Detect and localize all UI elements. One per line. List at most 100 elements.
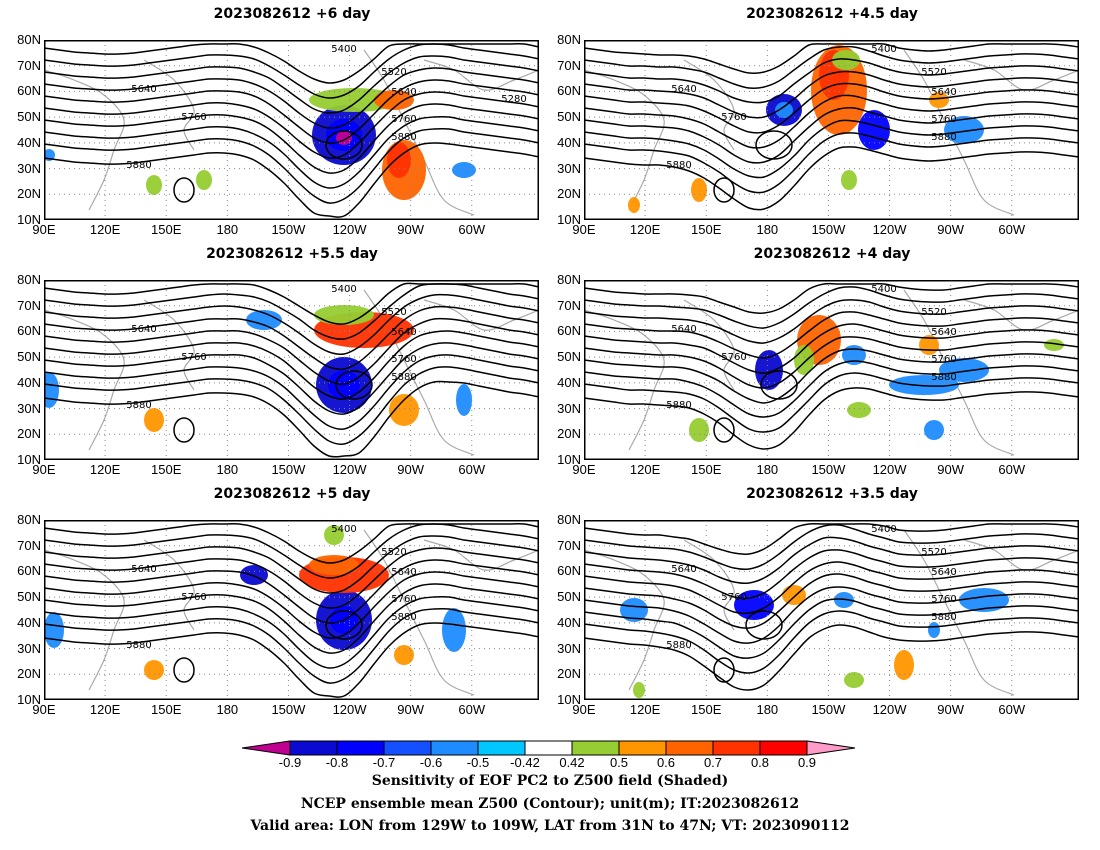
lon-label: 120E: [629, 462, 661, 477]
lat-label: 20N: [557, 186, 581, 202]
contour-line: [584, 146, 1079, 211]
contour-label: 5640: [671, 564, 696, 575]
contour-line: [584, 336, 1079, 389]
lat-label: 30N: [557, 160, 581, 176]
shaded-region: [841, 170, 857, 190]
contour-line: [44, 547, 539, 609]
lat-label: 30N: [557, 640, 581, 656]
footer-line-2: NCEP ensemble mean Z500 (Contour); unit(…: [300, 796, 800, 812]
colorbar-label: -0.9: [278, 755, 302, 770]
contour-line: [44, 317, 539, 385]
gridlines: [44, 520, 539, 700]
contour-label: 5280: [501, 94, 526, 105]
lat-label: 20N: [17, 666, 41, 682]
lat-label: 40N: [557, 374, 581, 390]
contour-label: 5400: [871, 284, 896, 295]
lon-label: 150W: [271, 222, 306, 237]
lat-label: 80N: [557, 272, 581, 287]
lat-label: 60N: [17, 563, 41, 579]
lon-label: 90W: [397, 222, 425, 237]
lat-label: 40N: [17, 614, 41, 630]
lat-label: 50N: [17, 589, 41, 605]
shaded-region: [844, 672, 864, 688]
colorbar-box: [430, 740, 479, 756]
map-panel-2: 5400 5520 5640 5760 5880 5640 5760 5880: [584, 40, 1079, 220]
z500-contours: [44, 43, 539, 218]
lat-label: 10N: [557, 452, 581, 467]
contour-label: 5760: [391, 114, 416, 125]
panel-title-1: 2023082612 +6 day: [213, 6, 371, 22]
colorbar-box: [712, 740, 761, 756]
contour-line: [584, 610, 1079, 674]
contour-label: 5760: [931, 354, 956, 365]
shaded-region: [894, 650, 914, 680]
contour-label: 5520: [381, 547, 406, 558]
panel-title-6: 2023082612 +3.5 day: [746, 486, 918, 502]
contour-label: 5400: [871, 44, 896, 55]
contour-line: [584, 119, 1079, 179]
lon-label: 180: [756, 702, 779, 717]
colorbar-label: -0.6: [419, 755, 443, 770]
closed-contour: [713, 417, 735, 443]
lon-label: 150W: [811, 462, 846, 477]
panel-title-2: 2023082612 +4.5 day: [746, 6, 918, 22]
contour-label: 5640: [931, 87, 956, 98]
footer-line-1: Sensitivity of EOF PC2 to Z500 field (Sh…: [371, 773, 729, 789]
contour-label: 5760: [931, 594, 956, 605]
colorbar-label: -0.5: [466, 755, 490, 770]
contour-label: 5400: [871, 524, 896, 535]
shaded-region: [775, 102, 793, 118]
contour-line: [44, 342, 539, 415]
lat-label: 80N: [17, 272, 41, 287]
contour-line: [44, 607, 539, 684]
lat-label: 70N: [17, 297, 41, 313]
closed-contour: [713, 177, 735, 203]
contour-label: 5880: [666, 640, 691, 651]
lon-label: 90W: [397, 702, 425, 717]
shaded-region: [324, 525, 344, 545]
lat-label: 80N: [17, 32, 41, 47]
contour-line: [584, 598, 1079, 659]
contour-line: [44, 55, 539, 114]
contour-label: 5880: [126, 160, 151, 171]
lon-label: 150E: [691, 222, 722, 237]
contour-line: [44, 305, 539, 371]
lon-label: 150E: [151, 222, 182, 237]
contour-line: [44, 79, 539, 144]
contour-line: [584, 82, 1079, 134]
shaded-region: [782, 585, 806, 605]
lon-label: 90E: [32, 462, 56, 477]
lon-label: 90E: [32, 702, 56, 717]
lat-label: 60N: [17, 83, 41, 99]
closed-contour: [325, 610, 363, 640]
shaded-region: [847, 402, 871, 418]
lat-label: 60N: [17, 323, 41, 339]
lon-label: 180: [756, 222, 779, 237]
lon-label: 120W: [872, 222, 907, 237]
contour-label: 5640: [391, 87, 416, 98]
lat-label: 40N: [17, 134, 41, 150]
lon-label: 90E: [32, 222, 56, 237]
shaded-region: [889, 375, 959, 395]
contour-line: [584, 561, 1079, 615]
map-frame: [44, 280, 539, 460]
contour-line: [584, 573, 1079, 629]
panel-title-3: 2023082612 +5.5 day: [206, 246, 378, 262]
shaded-region: [929, 92, 949, 108]
contour-line: [584, 348, 1079, 404]
contour-label: 5880: [391, 612, 416, 623]
contour-label: 5760: [721, 112, 746, 123]
closed-contour: [173, 417, 195, 443]
lat-label: 70N: [17, 537, 41, 553]
lon-label: 150E: [151, 462, 182, 477]
contour-label: 5640: [131, 324, 156, 335]
colorbar-box: [665, 740, 714, 756]
contour-line: [44, 523, 539, 564]
lon-label: 90E: [572, 222, 596, 237]
shaded-region: [691, 178, 707, 202]
contour-line: [584, 586, 1079, 644]
contour-line: [44, 354, 539, 430]
colorbar-label: 0.42: [559, 755, 585, 770]
contour-label: 5760: [721, 352, 746, 363]
lat-label: 50N: [17, 349, 41, 365]
